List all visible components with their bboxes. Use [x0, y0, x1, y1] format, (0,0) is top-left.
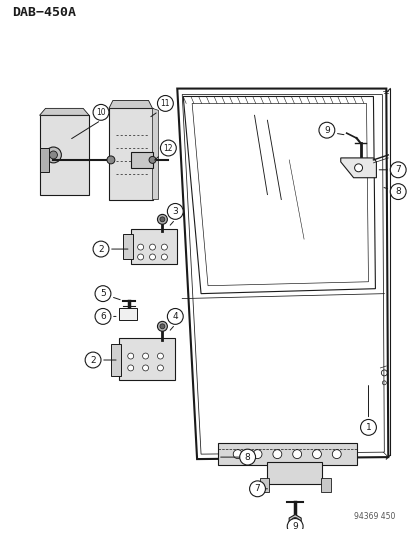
Circle shape — [389, 184, 405, 199]
Circle shape — [149, 156, 156, 164]
Circle shape — [167, 309, 183, 325]
Circle shape — [157, 321, 167, 332]
Circle shape — [159, 217, 164, 222]
Polygon shape — [288, 514, 300, 528]
FancyBboxPatch shape — [267, 462, 321, 484]
Circle shape — [318, 122, 334, 138]
Circle shape — [389, 162, 405, 177]
Text: DAB−450A: DAB−450A — [12, 6, 76, 19]
Circle shape — [128, 365, 133, 371]
Text: 7: 7 — [254, 484, 260, 494]
Circle shape — [239, 449, 255, 465]
Circle shape — [157, 353, 163, 359]
Circle shape — [85, 352, 101, 368]
FancyBboxPatch shape — [123, 234, 133, 259]
Circle shape — [128, 353, 133, 359]
Text: 4: 4 — [172, 312, 178, 321]
Circle shape — [137, 244, 143, 250]
Circle shape — [161, 254, 167, 260]
Text: 11: 11 — [160, 99, 170, 108]
Polygon shape — [40, 108, 89, 115]
FancyBboxPatch shape — [111, 344, 121, 376]
Circle shape — [233, 450, 242, 458]
FancyBboxPatch shape — [259, 478, 269, 492]
Circle shape — [312, 450, 320, 458]
Circle shape — [167, 204, 183, 220]
Circle shape — [161, 244, 167, 250]
Text: 5: 5 — [100, 289, 106, 298]
Text: 1: 1 — [365, 423, 370, 432]
Circle shape — [149, 244, 155, 250]
Text: 2: 2 — [90, 356, 96, 365]
Text: 6: 6 — [100, 312, 106, 321]
Circle shape — [287, 519, 302, 533]
Text: 7: 7 — [394, 165, 400, 174]
Circle shape — [272, 450, 281, 458]
Circle shape — [157, 365, 163, 371]
Circle shape — [159, 324, 164, 329]
Polygon shape — [40, 148, 50, 172]
Circle shape — [50, 151, 57, 159]
Circle shape — [157, 95, 173, 111]
Circle shape — [93, 241, 109, 257]
Circle shape — [332, 450, 340, 458]
Circle shape — [160, 140, 176, 156]
FancyBboxPatch shape — [320, 478, 330, 492]
FancyBboxPatch shape — [131, 152, 152, 168]
Circle shape — [95, 286, 111, 302]
Circle shape — [252, 450, 261, 458]
Circle shape — [93, 104, 109, 120]
Text: 2: 2 — [98, 245, 104, 254]
Circle shape — [360, 419, 375, 435]
Polygon shape — [152, 108, 158, 199]
FancyBboxPatch shape — [40, 115, 89, 195]
Circle shape — [137, 254, 143, 260]
Circle shape — [45, 147, 61, 163]
Text: 94369 450: 94369 450 — [353, 513, 394, 521]
Circle shape — [249, 481, 265, 497]
Circle shape — [107, 156, 114, 164]
Text: 12: 12 — [163, 143, 173, 152]
FancyBboxPatch shape — [131, 229, 177, 264]
Circle shape — [95, 309, 111, 325]
Circle shape — [354, 164, 362, 172]
Circle shape — [157, 214, 167, 224]
Text: 8: 8 — [244, 453, 250, 462]
Circle shape — [292, 450, 301, 458]
Polygon shape — [109, 100, 152, 108]
Polygon shape — [340, 158, 375, 177]
Text: 9: 9 — [323, 126, 329, 135]
FancyBboxPatch shape — [109, 108, 152, 199]
FancyBboxPatch shape — [119, 309, 136, 320]
Text: 3: 3 — [172, 207, 178, 216]
Circle shape — [142, 365, 148, 371]
Circle shape — [149, 254, 155, 260]
Circle shape — [290, 518, 299, 526]
FancyBboxPatch shape — [119, 338, 175, 380]
Circle shape — [142, 353, 148, 359]
Text: 8: 8 — [394, 187, 400, 196]
FancyBboxPatch shape — [217, 443, 356, 465]
Text: 9: 9 — [292, 522, 297, 531]
Text: 10: 10 — [96, 108, 106, 117]
